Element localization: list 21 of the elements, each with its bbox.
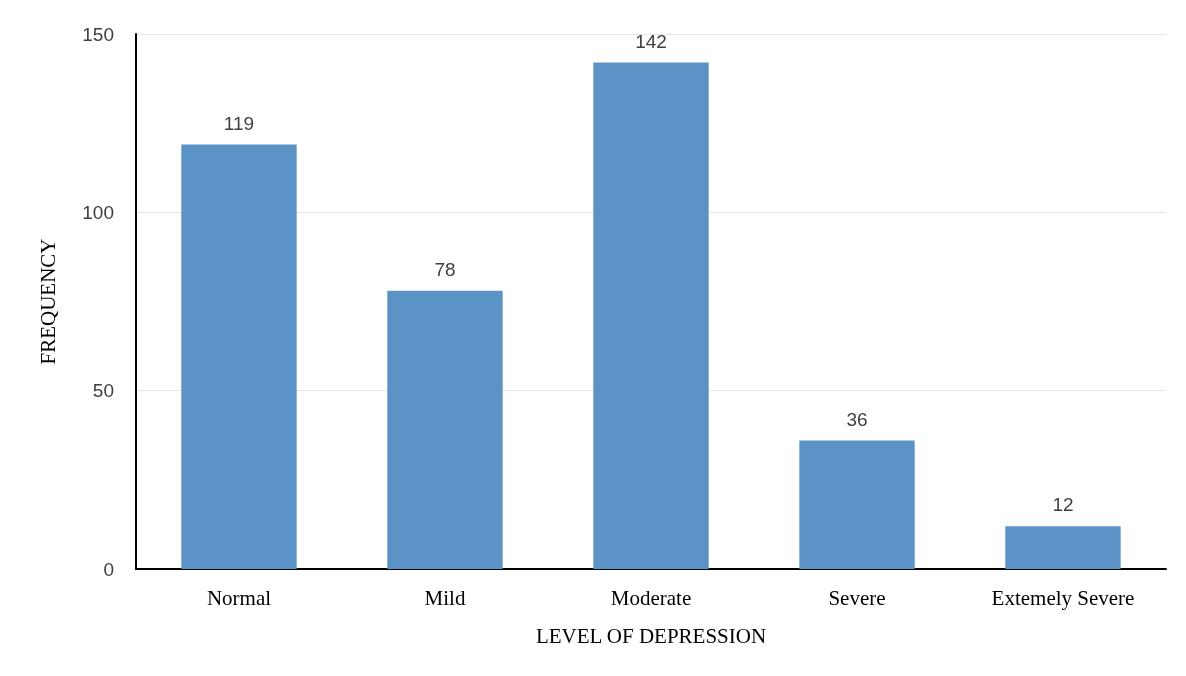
bar: [1005, 526, 1121, 569]
data-label: 12: [1052, 494, 1074, 516]
bar: [799, 440, 915, 569]
x-tick-label: Mild: [424, 585, 466, 610]
x-axis-title: LEVEL OF DEPRESSION: [535, 623, 767, 648]
x-tick-label: Severe: [828, 585, 886, 610]
x-tick-label: Moderate: [610, 585, 692, 610]
y-tick-label: 100: [82, 201, 114, 223]
bar: [387, 290, 503, 569]
y-tick-label: 150: [82, 23, 114, 45]
x-tick-label: Normal: [206, 585, 272, 610]
bar: [181, 144, 297, 569]
data-label: 142: [635, 30, 667, 52]
data-label: 78: [434, 258, 456, 280]
y-tick-label: 0: [103, 558, 114, 580]
x-tick-label: Extemely Severe: [991, 585, 1135, 610]
data-label: 36: [846, 408, 868, 430]
data-label: 119: [223, 112, 255, 134]
bar: [593, 62, 709, 569]
y-tick-label: 50: [92, 380, 114, 402]
y-axis-title: FREQUENCY: [35, 238, 60, 365]
